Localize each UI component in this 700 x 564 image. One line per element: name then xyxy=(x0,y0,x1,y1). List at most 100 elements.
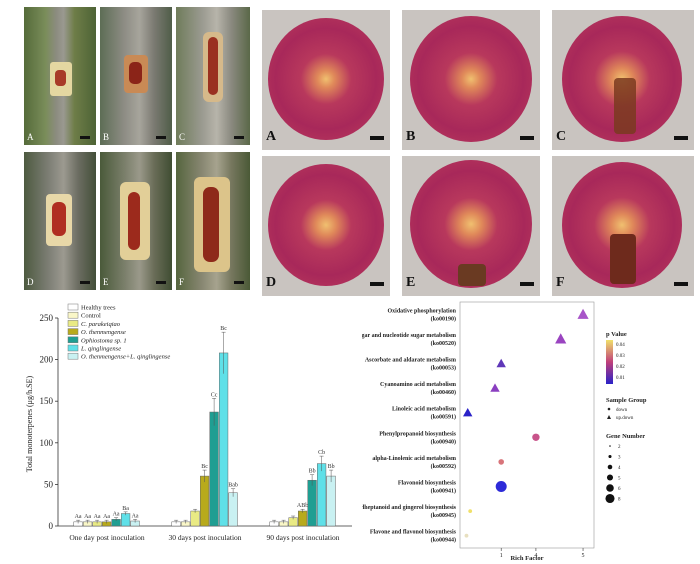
scale-bar xyxy=(156,136,166,139)
significance-label: Bc xyxy=(201,464,208,470)
x-axis-title: Rich Factor xyxy=(510,555,543,560)
legend-swatch xyxy=(67,352,79,360)
x-tick-label: 4 xyxy=(534,553,537,559)
photo-label: E xyxy=(103,277,109,287)
scale-bar xyxy=(80,136,90,139)
bubble-plot-area: 1 4 5 Rich Factor xyxy=(459,301,595,560)
stem-disc-panel: A B C D E F xyxy=(262,10,694,296)
pathway-name: Linoleic acid metabolism xyxy=(392,407,456,413)
pathway-marker xyxy=(490,383,500,392)
legend-label: L. qinglingense xyxy=(80,346,121,353)
bar xyxy=(317,463,327,527)
bar xyxy=(307,479,317,527)
pathway-marker xyxy=(498,459,504,465)
pathway-marker xyxy=(555,333,567,344)
disc-b: B xyxy=(402,10,540,150)
gene-size-marker xyxy=(605,493,615,504)
pathway-id: (ko00190) xyxy=(431,315,456,322)
significance-label: Aa xyxy=(103,514,110,520)
x-tick-label: 1 xyxy=(500,553,503,559)
y-tick-label: 0 xyxy=(49,521,54,531)
pathway-id: (ko00592) xyxy=(431,463,456,470)
legend-swatch xyxy=(67,320,79,327)
legend-label: O. thenmengense+L. qinglingense xyxy=(81,354,170,361)
disc-label: F xyxy=(556,275,565,290)
pathway-id: (ko00520) xyxy=(431,340,456,347)
gene-number-legend-title: Gene Number xyxy=(606,433,645,440)
disc-label: A xyxy=(266,129,277,144)
significance-label: Bc xyxy=(220,326,227,332)
x-tick-label: 5 xyxy=(582,553,585,559)
bar xyxy=(219,352,229,527)
legend-label: Healthy trees xyxy=(81,305,116,312)
legend-label: Ophiostoma sp. 1 xyxy=(81,337,127,344)
scale-bar xyxy=(234,136,244,139)
pathway-marker xyxy=(496,358,506,368)
bark-photo-panel: A B C D E F xyxy=(24,7,250,290)
gene-size-label: 5 xyxy=(618,477,621,482)
x-category-label: 90 days post inoculation xyxy=(266,533,339,542)
pathway-name: Cyanoamino acid metabolism xyxy=(380,382,456,388)
disc-d: D xyxy=(262,156,390,296)
bubble-legend: p Value 0.04 0.03 0.02 0.01 Sample Group down u… xyxy=(605,331,647,504)
significance-label: Aa xyxy=(132,513,139,519)
scale-bar xyxy=(674,282,688,286)
legend-label: Control xyxy=(81,313,101,320)
gene-size-label: 6 xyxy=(618,487,621,492)
plot-frame xyxy=(459,301,595,549)
pathway-name: alpha-Linolenic acid metabolism xyxy=(372,456,456,462)
bar xyxy=(326,475,336,527)
gene-size-marker xyxy=(608,454,612,459)
disc-a: A xyxy=(262,10,390,150)
bar xyxy=(190,510,200,527)
significance-label: Aa xyxy=(84,514,91,520)
y-axis-title: Total monoterpenes (μg/h.SE) xyxy=(25,375,34,472)
disc-label: B xyxy=(406,129,416,144)
x-category-label: One day post inoculation xyxy=(69,533,144,542)
legend-label: O. thenmengense xyxy=(81,329,126,336)
pathway-marker xyxy=(468,509,473,513)
pvalue-tick: 0.01 xyxy=(616,376,625,381)
pathway-name: Flavone and flavonol biosynthesis xyxy=(370,530,457,536)
bar xyxy=(200,475,210,527)
significance-label: Ba xyxy=(122,506,129,512)
y-tick-label: 100 xyxy=(40,438,54,448)
monoterpene-bar-chart: Total monoterpenes (μg/h.SE) 0 50 100 150 20… xyxy=(25,303,352,542)
pvalue-tick: 0.04 xyxy=(616,343,625,348)
bar xyxy=(121,513,131,527)
pathway-marker xyxy=(532,433,540,441)
sample-group-legend-title: Sample Group xyxy=(606,397,647,404)
group-marker xyxy=(607,415,611,419)
scale-bar xyxy=(80,281,90,284)
significance-label: Cc xyxy=(211,392,218,398)
disc-c: C xyxy=(552,10,694,150)
significance-label: Aa xyxy=(94,514,101,520)
photo-label: B xyxy=(103,132,110,142)
group-marker xyxy=(607,407,611,411)
gene-size-label: 8 xyxy=(618,498,621,503)
legend-swatch xyxy=(67,336,79,344)
group-label: down xyxy=(616,408,628,413)
significance-label: ABb xyxy=(297,503,308,509)
significance-label: Aa xyxy=(75,514,82,520)
disc-label: E xyxy=(406,275,416,290)
pvalue-tick: 0.02 xyxy=(616,365,625,370)
gene-size-marker xyxy=(606,484,614,492)
significance-label: Cb xyxy=(318,450,325,456)
pathway-id: (ko00591) xyxy=(431,414,456,421)
bark-photo-e: E xyxy=(100,152,172,290)
significance-label: Bab xyxy=(228,483,238,489)
y-tick-label: 150 xyxy=(40,396,54,406)
bar xyxy=(298,510,308,527)
scale-bar xyxy=(674,136,688,140)
scale-bar xyxy=(156,281,166,284)
gene-size-marker xyxy=(606,474,614,481)
pathway-id: (ko00460) xyxy=(431,389,456,396)
bark-photo-c: C xyxy=(176,7,250,145)
pathway-marker xyxy=(464,533,469,538)
disc-e: E xyxy=(402,156,540,296)
pathway-id: (ko00945) xyxy=(431,512,456,519)
disc-label: C xyxy=(556,129,567,144)
gene-size-marker xyxy=(607,464,613,470)
